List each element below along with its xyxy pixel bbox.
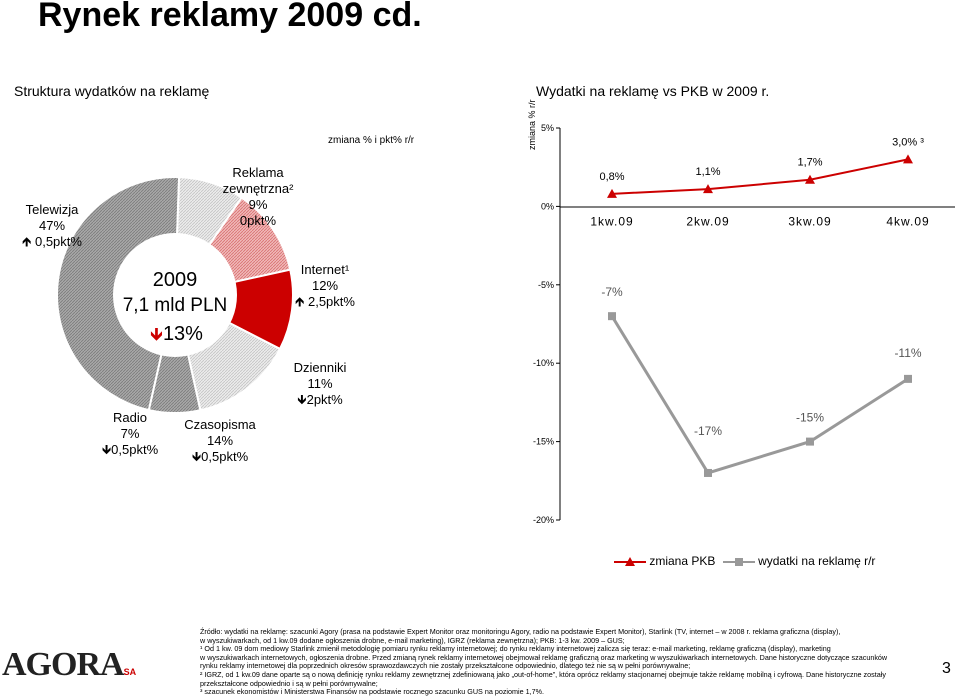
data-label-wydatki: -17% — [694, 424, 722, 438]
data-label-wydatki: -15% — [796, 411, 824, 425]
point-wydatki — [704, 468, 712, 477]
agora-logo: AGORASA — [2, 646, 137, 683]
y-tick-label: -5% — [538, 280, 554, 290]
x-tick-label: 4kw.09 — [886, 214, 929, 228]
data-label-pkb: 1,7% — [797, 157, 822, 169]
x-tick-label: 2kw.09 — [686, 214, 729, 228]
point-pkb — [703, 184, 713, 194]
footnote-line: ¹ Od 1 kw. 09 dom mediowy Starlink zmien… — [200, 644, 831, 654]
data-label-pkb: 0,8% — [599, 171, 624, 183]
legend: zmiana PKB wydatki na reklamę r/r — [614, 554, 875, 568]
footnote-line: rynku reklamy internetowej dla poprzedni… — [200, 661, 691, 671]
footnote-line: Źródło: wydatki na reklamę: szacunki Ago… — [200, 627, 841, 636]
slice-share-telewizja: 47% — [38, 218, 66, 233]
data-label-pkb: 1,1% — [695, 166, 720, 178]
y-tick-label: -10% — [533, 358, 554, 368]
legend-marker-pkb — [614, 556, 646, 566]
slice-label-internet: Internet¹ 12% 🡹 2,5pkt% — [295, 262, 355, 309]
series-line-pkb — [611, 158, 909, 195]
x-tick-label: 1kw.09 — [590, 214, 633, 228]
arrow-up-icon: 🡹 — [22, 234, 32, 249]
point-pkb — [903, 154, 913, 164]
donut-center-total: 7,1 mld PLN — [122, 295, 228, 316]
y-tick-label: 0% — [541, 201, 554, 211]
data-label-wydatki: -11% — [894, 346, 921, 360]
point-wydatki — [608, 312, 616, 321]
y-tick-label: -15% — [533, 437, 554, 447]
arrow-down-icon: 🡻 — [150, 324, 163, 344]
footnote-line: ³ szacunek ekonomistów i Ministerstwa Fi… — [200, 687, 544, 697]
x-tick-label: 3kw.09 — [788, 214, 831, 228]
slice-label-telewizja: Telewizja 47% 🡹 0,5pkt% — [22, 202, 82, 249]
y-axis-title: zmiana % r/r — [527, 99, 537, 150]
point-wydatki — [904, 374, 912, 383]
left-panel-heading: Struktura wydatków na reklamę — [14, 83, 210, 99]
arrow-up-icon: 🡹 — [295, 294, 305, 309]
footnotes: Źródło: wydatki na reklamę: szacunki Ago… — [200, 627, 888, 697]
footnote-line: przekształcone odpowiednio i są w pełni … — [200, 678, 378, 688]
arrow-down-icon: 🡻 — [101, 442, 112, 457]
series-line-wydatki — [610, 315, 909, 475]
arrow-down-icon: 🡻 — [297, 392, 307, 407]
footnote-line: w wyszukiwarkach internetowych, ogłoszen… — [200, 652, 888, 662]
footnote-line: w wyszukiwarkach, od 1 kw.09 dodane ogło… — [200, 635, 625, 645]
point-pkb — [805, 174, 815, 184]
legend-label-pkb: zmiana PKB — [649, 554, 716, 568]
page-title: Rynek reklamy 2009 cd. — [38, 0, 422, 34]
donut-center-year: 2009 — [152, 269, 198, 291]
data-label-pkb: 3,0% ³ — [892, 136, 924, 148]
point-wydatki — [806, 437, 814, 446]
point-pkb — [607, 188, 617, 198]
slice-label-reklama-zewnetrzna: Reklama zewnętrzna² 9% 0pkt% — [222, 165, 294, 228]
legend-marker-wydatki — [722, 557, 755, 566]
slice-label-dzienniki: Dzienniki 11% 🡻2pkt% — [293, 360, 347, 407]
y-tick-label: 5% — [541, 123, 554, 133]
arrow-down-icon: 🡻 — [191, 449, 202, 464]
slice-label-radio: Radio 7% 🡻0,5pkt% — [101, 410, 159, 457]
slice-label-czasopisma: Czasopisma 14% 🡻0,5pkt% — [184, 417, 256, 464]
legend-label-wydatki: wydatki na reklamę r/r — [758, 554, 876, 568]
y-tick-label: -20% — [533, 515, 554, 525]
donut-center-change: 🡻13% — [150, 323, 203, 345]
footnote-line: ² IGRZ, od 1 kw.09 dane oparte są o nową… — [200, 669, 886, 679]
page-number: 3 — [942, 660, 951, 677]
right-panel-heading: Wydatki na reklamę vs PKB w 2009 r. — [536, 83, 770, 99]
data-label-wydatki: -7% — [601, 285, 623, 299]
change-caption: zmiana % i pkt% r/r — [328, 135, 415, 146]
